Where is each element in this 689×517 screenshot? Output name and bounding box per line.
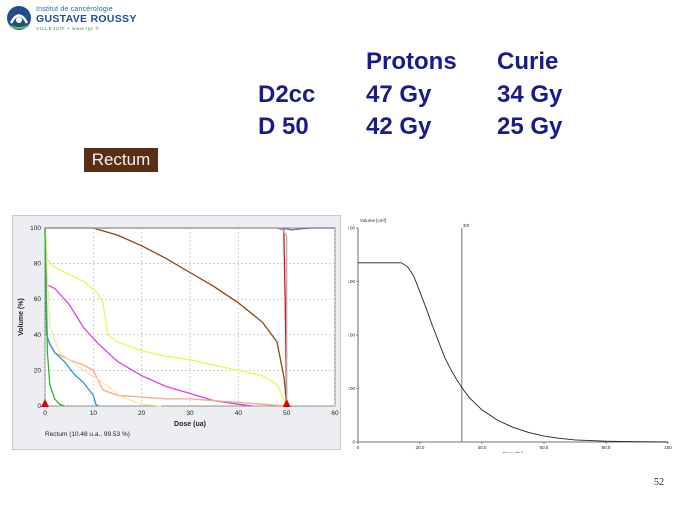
y-tick-label: 60 xyxy=(34,296,42,303)
dvh-series-line xyxy=(45,227,288,406)
y-tick-label: 80 xyxy=(34,261,42,268)
y-tick-label: 8.00 xyxy=(348,226,355,231)
header-curie: Curie xyxy=(497,48,559,75)
dvh-series-line xyxy=(45,227,288,407)
page-number: 52 xyxy=(654,477,664,488)
proton-dvh-svg: 0 10 20 30 40 50 60 0 20 40 60 80 100 Dose (ua) Volume… xyxy=(18,225,339,438)
dvh-curve xyxy=(358,262,669,443)
dvh-series-line xyxy=(44,227,288,407)
x-tick-label: 100 xyxy=(664,445,672,450)
row-d2cc-protons: 47 Gy xyxy=(366,81,432,108)
x-tick-label: 50 xyxy=(283,410,291,417)
x-tick-label: 40 xyxy=(235,410,243,417)
row-d50-curie: 25 Gy xyxy=(497,113,563,140)
dose-marker xyxy=(282,399,291,407)
curie-dvh-chart: 0 20.0 40.0 60.0 80.0 100 0 2.00 4.00 6.00 8.00 Vol… xyxy=(346,215,674,456)
institute-logo: Institut de cancérologie GUSTAVE ROUSSY … xyxy=(6,5,146,35)
y-axis-label: Volume (%) xyxy=(18,298,25,336)
dvh-series-line xyxy=(44,227,162,407)
x-axis-label: Dose (ua) xyxy=(174,421,206,428)
x-tick-label: 60.0 xyxy=(540,445,549,450)
dvh-series-line xyxy=(44,227,287,407)
dvh-series-line xyxy=(44,227,99,407)
y-tick-label: 2.00 xyxy=(348,386,355,391)
proton-dvh-chart: 0 10 20 30 40 50 60 0 20 40 60 80 100 Dose (ua) Volume… xyxy=(12,215,341,450)
x-tick-label: 30 xyxy=(186,410,194,417)
dvh-series-line xyxy=(44,227,65,407)
logo-subtitle: Institut de cancérologie xyxy=(36,6,113,13)
x-axis-label: Dose (Gy) xyxy=(503,451,524,453)
header-protons: Protons xyxy=(366,48,457,75)
y-axis-label: Volume [cm³] xyxy=(360,218,386,223)
x-tick-label: 10 xyxy=(90,410,98,417)
y-tick-label: 0 xyxy=(37,403,41,410)
x-tick-label: 20.0 xyxy=(416,445,425,450)
y-tick-label: 100 xyxy=(30,225,41,232)
logo-title: GUSTAVE ROUSSY xyxy=(36,13,137,25)
y-tick-label: 40 xyxy=(34,332,42,339)
y-tick-label: 0 xyxy=(352,440,355,445)
curie-dvh-svg: 0 20.0 40.0 60.0 80.0 100 0 2.00 4.00 6.00 8.00 Vol… xyxy=(346,218,672,456)
y-tick-label: 6.00 xyxy=(348,279,355,284)
logo-location: VILLEJUIF • www.igr.fr xyxy=(36,26,100,31)
row-d50-label: D 50 xyxy=(258,113,309,140)
x-tick-label: 80.0 xyxy=(602,445,611,450)
logo-icon xyxy=(7,6,31,30)
rectum-label: Rectum xyxy=(84,148,158,172)
x-tick-label: 20 xyxy=(138,410,146,417)
x-tick-label: 0 xyxy=(43,410,47,417)
x-tick-label: 0 xyxy=(357,445,360,450)
y-tick-label: 4.00 xyxy=(348,333,355,338)
reference-line-label: 3/0 xyxy=(463,223,470,228)
y-tick-label: 20 xyxy=(34,367,42,374)
dose-marker xyxy=(41,399,49,407)
x-tick-label: 60 xyxy=(331,410,339,417)
row-d2cc-label: D2cc xyxy=(258,81,316,108)
row-d50-protons: 42 Gy xyxy=(366,113,432,140)
x-tick-label: 40.0 xyxy=(478,445,487,450)
row-d2cc-curie: 34 Gy xyxy=(497,81,563,108)
chart-caption: Rectum (10.48 u.a., 99.53 %) xyxy=(45,431,130,438)
